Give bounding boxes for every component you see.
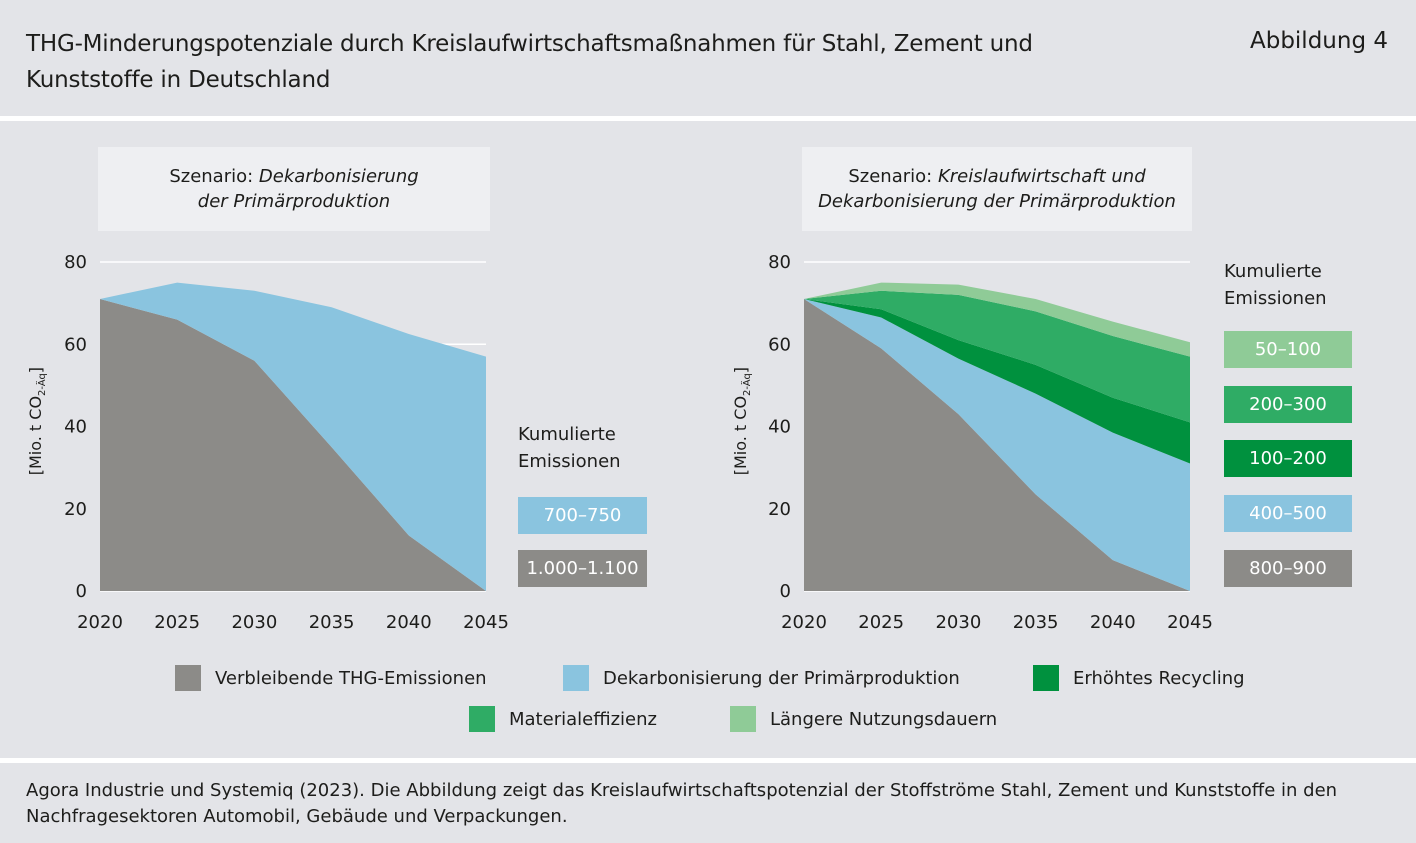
legend-swatch — [1033, 665, 1059, 691]
x-tick-left-2045: 2045 — [463, 612, 509, 633]
y-tick-left-80: 80 — [64, 252, 87, 273]
x-tick-left-2030: 2030 — [231, 612, 277, 633]
legend-item-3: Materialeffizienz — [469, 706, 657, 732]
scenario-line1-right: Kreislaufwirtschaft und — [937, 166, 1146, 187]
cumulative-box-right-4: 800–900 — [1224, 549, 1352, 587]
separator-top — [0, 116, 1416, 121]
x-tick-right-2045: 2045 — [1167, 612, 1213, 633]
y-tick-left-0: 0 — [76, 581, 87, 602]
y-tick-right-40: 40 — [768, 417, 791, 438]
scenario-box-right: Szenario: Kreislaufwirtschaft und Dekarb… — [802, 147, 1192, 231]
scenario-prefix-left: Szenario: — [169, 166, 259, 187]
y-tick-right-80: 80 — [768, 252, 791, 273]
scenario-line2-left: der Primärproduktion — [197, 191, 391, 212]
cumulative-title-left-line2: Emissionen — [518, 451, 621, 472]
cumulative-title-right: Kumulierte Emissionen — [1224, 258, 1327, 312]
cumulative-box-right-1: 200–300 — [1224, 385, 1352, 423]
x-tick-right-2035: 2035 — [1013, 612, 1059, 633]
scenario-prefix-right: Szenario: — [848, 166, 938, 187]
footer — [0, 763, 1416, 843]
area-right-lightblue — [804, 299, 1190, 591]
x-tick-left-2040: 2040 — [386, 612, 432, 633]
legend-label: Verbleibende THG-Emissionen — [215, 667, 487, 689]
cumulative-title-left-line1: Kumulierte — [518, 424, 616, 445]
figure-label: Abbildung 4 — [1249, 28, 1388, 54]
scenario-box-left: Szenario: Dekarbonisierung der Primärpro… — [98, 147, 490, 231]
legend-item-1: Dekarbonisierung der Primärproduktion — [563, 665, 960, 691]
cumulative-box-left-0: 700–750 — [518, 497, 647, 534]
x-tick-left-2020: 2020 — [77, 612, 123, 633]
x-tick-right-2040: 2040 — [1090, 612, 1136, 633]
cumulative-title-right-line1: Kumulierte — [1224, 261, 1322, 282]
y-tick-right-0: 0 — [780, 581, 791, 602]
y-tick-right-20: 20 — [768, 499, 791, 520]
y-tick-left-60: 60 — [64, 334, 87, 355]
legend-label: Erhöhtes Recycling — [1073, 667, 1245, 689]
separator-bottom — [0, 758, 1416, 763]
area-left-lightblue — [100, 282, 486, 591]
legend-swatch — [469, 706, 495, 732]
x-tick-left-2035: 2035 — [309, 612, 355, 633]
legend-swatch — [563, 665, 589, 691]
legend-item-0: Verbleibende THG-Emissionen — [175, 665, 487, 691]
legend-item-2: Erhöhtes Recycling — [1033, 665, 1245, 691]
source-note: Agora Industrie und Systemiq (2023). Die… — [26, 780, 1338, 827]
cumulative-title-right-line2: Emissionen — [1224, 288, 1327, 309]
header: THG-Minderungspotenziale durch Kreislauf… — [0, 0, 1416, 116]
area-right-grey — [804, 299, 1190, 591]
legend-label: Dekarbonisierung der Primärproduktion — [603, 667, 960, 689]
legend-label: Längere Nutzungsdauern — [770, 708, 998, 730]
legend-item-4: Längere Nutzungsdauern — [730, 706, 997, 732]
scenario-line1-left: Dekarbonisierung — [258, 166, 419, 187]
x-tick-right-2025: 2025 — [858, 612, 904, 633]
cumulative-box-right-2: 100–200 — [1224, 440, 1352, 478]
area-right-lightgreen — [804, 282, 1190, 357]
area-right-midgreen — [804, 290, 1190, 423]
figure-title: THG-Minderungspotenziale durch Kreislauf… — [26, 31, 1033, 93]
area-right-darkgreen — [804, 299, 1190, 464]
cumulative-box-left-1: 1.000–1.100 — [518, 550, 647, 587]
cumulative-box-right-0: 50–100 — [1224, 331, 1352, 368]
legend-swatch — [175, 665, 201, 691]
legend-swatch — [730, 706, 756, 732]
y-tick-left-20: 20 — [64, 499, 87, 520]
cumulative-title-left: Kumulierte Emissionen — [518, 421, 621, 475]
cumulative-box-right-3: 400–500 — [1224, 495, 1352, 533]
x-tick-right-2020: 2020 — [781, 612, 827, 633]
scenario-line2-right: Dekarbonisierung der Primärproduktion — [818, 191, 1176, 212]
x-tick-right-2030: 2030 — [935, 612, 981, 633]
area-left-grey — [100, 299, 486, 591]
legend-label: Materialeffizienz — [509, 708, 657, 730]
x-tick-left-2025: 2025 — [154, 612, 200, 633]
y-tick-right-60: 60 — [768, 334, 791, 355]
y-tick-left-40: 40 — [64, 417, 87, 438]
